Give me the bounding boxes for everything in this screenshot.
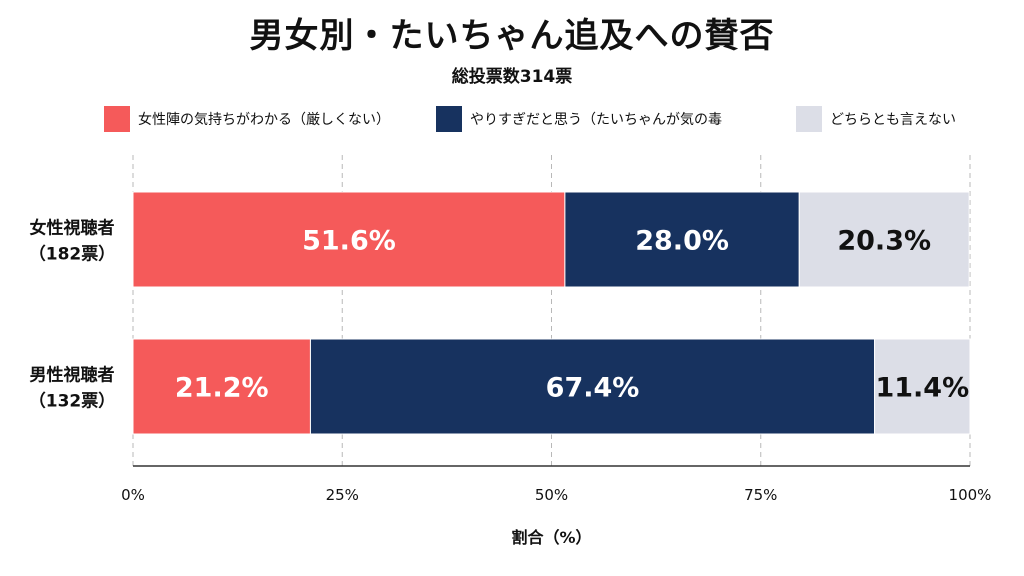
chart-title: 男女別・たいちゃん追及への賛否 bbox=[249, 16, 775, 56]
data-label: 20.3% bbox=[837, 226, 931, 257]
chart-subtitle: 総投票数314票 bbox=[451, 67, 573, 87]
bar-segment bbox=[132, 338, 311, 435]
legend: 女性陣の気持ちがわかる（厳しくない） やりすぎだと思う（たいちゃんが気の毒 どち… bbox=[0, 106, 1024, 132]
category-label: 男性視聴者 bbox=[30, 365, 115, 386]
data-label: 51.6% bbox=[302, 226, 396, 257]
category-sublabel: （182票） bbox=[29, 244, 116, 265]
x-tick-label: 75% bbox=[744, 486, 777, 504]
x-axis-title: 割合（%） bbox=[511, 528, 591, 547]
data-label: 11.4% bbox=[875, 373, 969, 404]
category-label: 女性視聴者 bbox=[30, 218, 115, 239]
data-label: 21.2% bbox=[175, 373, 269, 404]
bar-segment bbox=[309, 338, 876, 435]
x-tick-label: 25% bbox=[326, 486, 359, 504]
legend-swatch-neutral bbox=[796, 106, 822, 132]
category-sublabel: （132票） bbox=[29, 391, 116, 412]
bar-segment bbox=[798, 191, 970, 288]
legend-label-too-much: やりすぎだと思う（たいちゃんが気の毒 bbox=[470, 112, 722, 128]
bar-segment bbox=[874, 338, 971, 435]
legend-label-agree: 女性陣の気持ちがわかる（厳しくない） bbox=[138, 112, 390, 128]
bar-segment bbox=[564, 191, 800, 288]
legend-item-agree: 女性陣の気持ちがわかる（厳しくない） bbox=[104, 106, 390, 132]
x-tick-label: 100% bbox=[949, 486, 992, 504]
legend-item-too-much: やりすぎだと思う（たいちゃんが気の毒 bbox=[436, 106, 722, 132]
data-label: 67.4% bbox=[546, 373, 640, 404]
legend-label-neutral: どちらとも言えない bbox=[830, 112, 956, 128]
legend-swatch-too-much bbox=[436, 106, 462, 132]
bar-segment bbox=[132, 191, 566, 288]
x-tick-label: 0% bbox=[121, 486, 145, 504]
legend-item-neutral: どちらとも言えない bbox=[796, 106, 956, 132]
legend-swatch-agree bbox=[104, 106, 130, 132]
data-label: 28.0% bbox=[635, 226, 729, 257]
x-tick-label: 50% bbox=[535, 486, 568, 504]
